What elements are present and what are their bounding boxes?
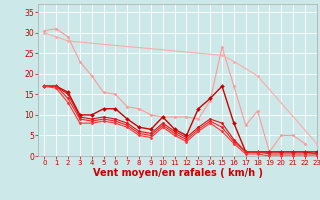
X-axis label: Vent moyen/en rafales ( km/h ): Vent moyen/en rafales ( km/h ) bbox=[92, 168, 263, 178]
